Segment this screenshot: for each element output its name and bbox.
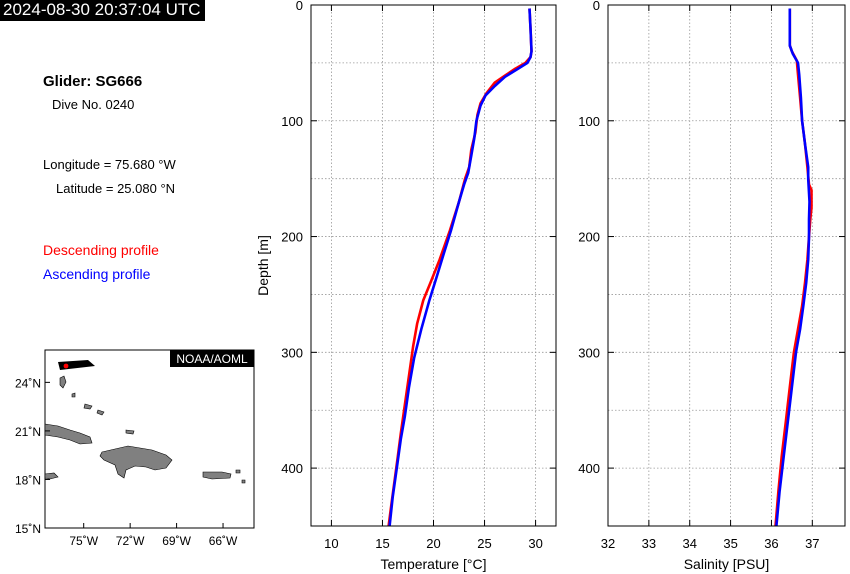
land-cuba [44, 423, 93, 445]
y-tick-label: 400 [578, 461, 600, 476]
land-virgin-islands [235, 469, 241, 474]
map-lat-label: 15˚N [15, 522, 41, 536]
land-bahamas-2 [71, 392, 76, 398]
y-tick-label: 100 [578, 114, 600, 129]
x-tick-label: 37 [805, 536, 819, 551]
land-bahamas-4 [96, 409, 105, 416]
x-tick-label: 25 [477, 536, 491, 551]
x-tick-label: 34 [682, 536, 696, 551]
y-tick-label: 400 [281, 461, 303, 476]
map-lat-label: 24˚N [15, 376, 41, 390]
y-tick-label: 0 [296, 0, 303, 13]
land-bahamas-3 [83, 403, 93, 410]
map-credit: NOAA/AOML [176, 352, 248, 366]
x-tick-label: 36 [764, 536, 778, 551]
map-lon-label: 66˚W [209, 534, 238, 548]
x-axis-label: Temperature [°C] [381, 556, 487, 572]
glider-title: Glider: SG666 [43, 73, 143, 90]
land-masses [44, 375, 246, 484]
y-tick-label: 200 [578, 230, 600, 245]
salinity-chart: 32 33 34 35 36 37 0 100 200 300 400 Salinity [PSU] [578, 0, 846, 572]
y-tick-label: 0 [593, 0, 600, 13]
x-tick-label: 32 [601, 536, 615, 551]
x-tick-label: 15 [375, 536, 389, 551]
land-caicos [125, 429, 135, 435]
land-bahamas-1 [59, 375, 67, 389]
land-hispaniola [99, 445, 173, 479]
series-ascending-line [775, 8, 811, 527]
x-tick-label: 30 [528, 536, 542, 551]
latitude-label: Latitude = 25.080 °N [56, 181, 176, 196]
series-descending-line [774, 8, 813, 527]
x-tick-label: 33 [642, 536, 656, 551]
x-tick-label: 35 [723, 536, 737, 551]
map-lon-label: 75˚W [69, 534, 98, 548]
x-tick-label: 10 [324, 536, 338, 551]
x-tick-label: 20 [426, 536, 440, 551]
land-antigua [241, 479, 246, 484]
y-tick-label: 200 [281, 230, 303, 245]
plot-frame [607, 4, 846, 527]
map-lat-label: 18˚N [15, 473, 41, 487]
map-credit-bg [170, 350, 254, 367]
series-ascending-line [388, 8, 533, 527]
y-axis-label: Depth [m] [255, 235, 271, 296]
y-tick-label: 300 [281, 345, 303, 360]
location-map: NOAA/AOML 24˚N 21˚N 18˚N 15˚N 75˚W 72˚W 69˚W 66… [15, 349, 255, 548]
dive-number: Dive No. 0240 [52, 97, 135, 112]
legend-ascending: Ascending profile [43, 266, 151, 282]
land-jamaica [44, 472, 59, 480]
series-descending-line [387, 8, 533, 527]
timestamp-label: 2024-08-30 20:37:04 UTC [0, 0, 205, 21]
map-lon-label: 72˚W [116, 534, 145, 548]
glider-position-marker [63, 363, 69, 369]
x-axis-label: Salinity [PSU] [684, 556, 770, 572]
y-tick-label: 100 [281, 114, 303, 129]
map-lat-label: 21˚N [15, 425, 41, 439]
y-tick-label: 300 [578, 345, 600, 360]
longitude-label: Longitude = 75.680 °W [43, 157, 176, 172]
legend-descending: Descending profile [43, 242, 159, 258]
land-puerto-rico [202, 471, 232, 480]
map-lon-label: 69˚W [162, 534, 191, 548]
